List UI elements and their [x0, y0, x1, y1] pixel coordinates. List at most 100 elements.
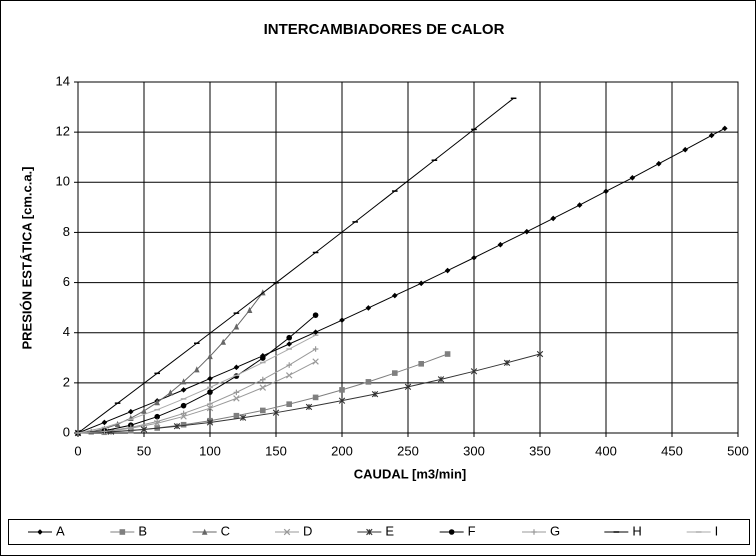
marker	[305, 403, 313, 411]
marker	[206, 419, 214, 426]
legend-label: C	[221, 523, 230, 538]
legend-marker	[37, 529, 43, 535]
series-line	[77, 314, 316, 434]
x-axis-label: CAUDAL [m3/min]	[354, 466, 466, 481]
marker	[101, 428, 108, 435]
marker	[338, 397, 346, 404]
series-line	[77, 97, 514, 434]
marker	[180, 402, 187, 409]
marker	[101, 419, 108, 426]
y-tick-label: 8	[63, 224, 70, 239]
marker	[603, 188, 609, 195]
marker	[233, 412, 240, 419]
y-axis-label: PRESIÓN ESTÁTICA [cm.c.a.]	[19, 167, 34, 350]
y-tick-label: 2	[63, 374, 70, 389]
marker	[141, 407, 147, 414]
marker	[497, 241, 504, 248]
legend-item: D	[275, 523, 312, 538]
legend-item: F	[439, 523, 476, 538]
marker	[233, 323, 240, 330]
marker	[239, 414, 247, 421]
marker	[272, 409, 280, 416]
marker	[114, 420, 121, 428]
marker	[629, 174, 636, 181]
marker	[418, 361, 424, 367]
marker	[656, 160, 662, 167]
legend-marker	[283, 528, 291, 536]
series-line	[77, 127, 726, 434]
marker	[437, 376, 445, 383]
x-tick-label: 250	[397, 443, 419, 458]
x-tick-label: 350	[529, 443, 551, 458]
legend-item: E	[357, 523, 394, 538]
marker	[154, 413, 160, 420]
legend-item: A	[28, 523, 65, 538]
marker	[312, 358, 319, 365]
marker	[207, 375, 213, 382]
legend-marker	[201, 528, 208, 535]
y-tick-label: 4	[63, 324, 70, 339]
legend-label: A	[56, 523, 65, 538]
marker	[550, 215, 556, 222]
x-tick-label: 300	[463, 443, 485, 458]
marker	[392, 292, 398, 299]
marker	[312, 394, 319, 401]
legend-label: D	[303, 523, 312, 538]
legend-label: E	[385, 523, 394, 538]
legend-label: G	[550, 523, 560, 538]
marker	[286, 362, 292, 368]
plot-frame	[77, 81, 739, 434]
y-tick-label: 14	[56, 73, 70, 88]
y-tick-label: 12	[56, 124, 70, 139]
marker	[180, 387, 187, 393]
marker	[233, 389, 240, 396]
legend-marker	[531, 529, 537, 535]
marker	[154, 399, 160, 406]
marker	[339, 317, 345, 323]
marker	[371, 390, 379, 398]
legend-item: C	[192, 523, 230, 538]
series-line	[77, 348, 316, 434]
x-tick-label: 200	[331, 443, 353, 458]
marker	[722, 125, 728, 132]
legend-label: F	[468, 523, 476, 538]
marker	[312, 329, 319, 336]
marker	[259, 384, 267, 391]
marker	[128, 424, 134, 431]
x-tick-label: 0	[74, 443, 81, 458]
marker	[536, 350, 544, 358]
x-tick-label: 50	[137, 443, 151, 458]
marker	[233, 364, 240, 371]
marker	[286, 401, 292, 407]
x-tick-label: 100	[199, 443, 221, 458]
marker	[682, 146, 688, 153]
marker	[180, 421, 187, 428]
marker	[312, 346, 319, 352]
marker	[503, 359, 511, 366]
marker	[206, 404, 214, 412]
x-tick-label: 150	[265, 443, 287, 458]
legend-marker	[119, 529, 126, 535]
marker	[471, 254, 477, 261]
x-tick-label: 500	[727, 443, 749, 458]
marker	[167, 389, 174, 396]
marker	[285, 372, 293, 379]
marker	[207, 401, 213, 407]
marker	[220, 338, 226, 345]
legend-item: H	[604, 523, 642, 538]
marker	[154, 418, 160, 425]
legend-label: H	[632, 523, 641, 538]
legend-item: G	[522, 523, 560, 538]
x-tick-label: 450	[661, 443, 683, 458]
marker	[444, 351, 451, 357]
legend-item: I	[686, 523, 718, 538]
chart-title: INTERCAMBIADORES DE CALOR	[264, 21, 505, 38]
series-line	[77, 334, 316, 434]
marker	[312, 312, 319, 318]
marker	[260, 407, 266, 414]
marker	[339, 387, 345, 393]
y-tick-label: 6	[63, 274, 70, 289]
marker	[233, 395, 240, 402]
marker	[180, 378, 187, 385]
